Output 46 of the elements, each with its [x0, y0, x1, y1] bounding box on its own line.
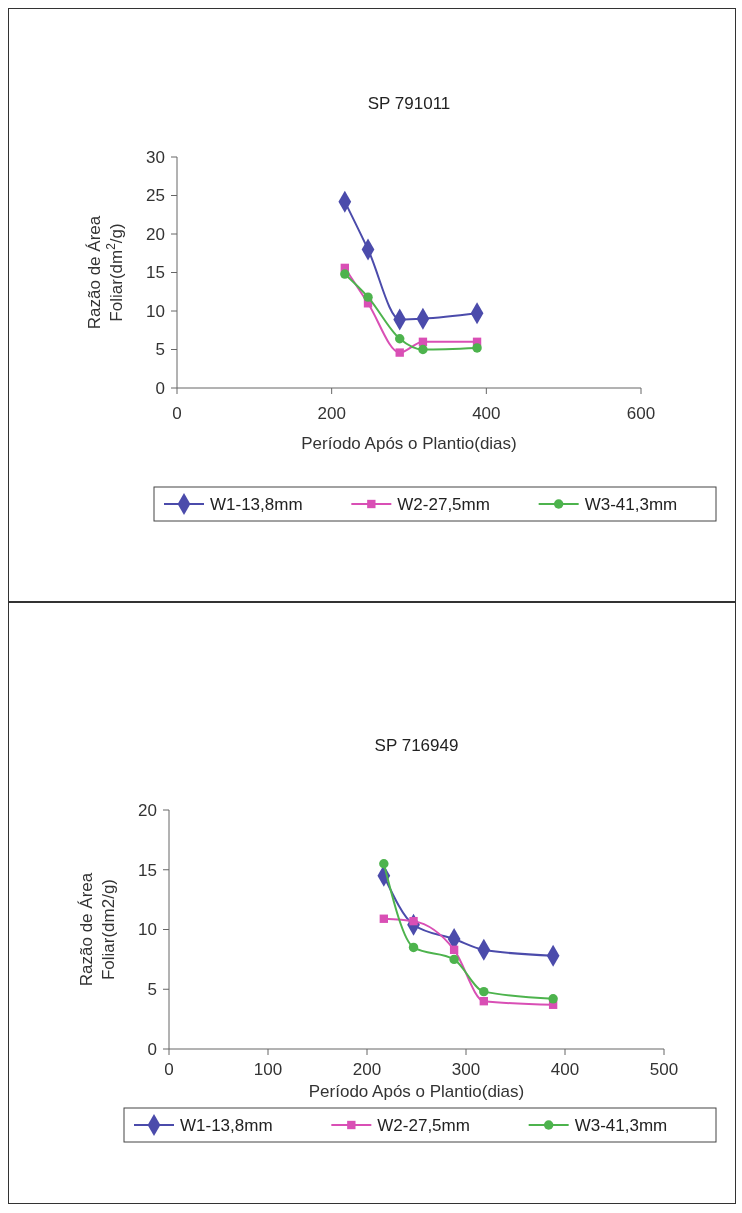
point [479, 997, 488, 1006]
point [449, 945, 459, 954]
x-axis-title: Período Após o Plantio(dias) [308, 1082, 525, 1101]
y-tick-label: 15 [146, 263, 165, 283]
point [379, 859, 389, 869]
point [340, 269, 350, 279]
point [449, 954, 459, 965]
chart-title: SP 791011 [367, 94, 451, 113]
point [408, 942, 419, 953]
y-tick-label: 10 [146, 301, 165, 321]
y-tick-label: 25 [146, 186, 165, 206]
y-tick-label: 0 [155, 378, 165, 398]
point [479, 986, 489, 997]
x-tick-label: 400 [550, 1060, 580, 1079]
point [418, 344, 428, 355]
y-tick-label: 15 [138, 860, 157, 880]
y-tick-label: 0 [147, 1039, 157, 1059]
y-tick-label: 10 [138, 920, 157, 940]
point [363, 292, 373, 302]
point [379, 914, 389, 923]
x-tick-label: 300 [451, 1060, 481, 1079]
x-tick-label: 100 [253, 1060, 283, 1079]
x-tick-label: 600 [626, 404, 656, 423]
legend-label: W3-41,3mm [584, 494, 678, 514]
x-tick-label: 200 [317, 404, 346, 423]
x-tick-label: 500 [649, 1060, 679, 1079]
point [395, 334, 405, 344]
point [548, 994, 558, 1004]
legend-label: W1-13,8mm [180, 1115, 273, 1135]
point [395, 348, 404, 357]
y-tick-label: 20 [138, 800, 157, 820]
point [472, 343, 482, 353]
legend-label: W2-27,5mm [377, 1115, 470, 1135]
y-tick-label: 20 [146, 224, 165, 244]
chart-title: SP 716949 [374, 736, 459, 755]
legend-label: W2-27,5mm [397, 494, 490, 514]
x-axis-title: Período Após o Plantio(dias) [301, 434, 517, 453]
y-tick-label: 5 [155, 340, 165, 360]
x-tick-label: 200 [352, 1060, 382, 1079]
y-axis-title: Razão de Área Foliar(dm2/g) [77, 872, 118, 987]
legend-label: W1-13,8mm [210, 494, 303, 514]
y-tick-label: 5 [147, 980, 157, 1000]
x-tick-label: 0 [172, 404, 182, 423]
x-tick-label: 400 [472, 404, 501, 423]
legend-label: W3-41,3mm [574, 1115, 668, 1135]
y-tick-label: 30 [146, 147, 165, 167]
